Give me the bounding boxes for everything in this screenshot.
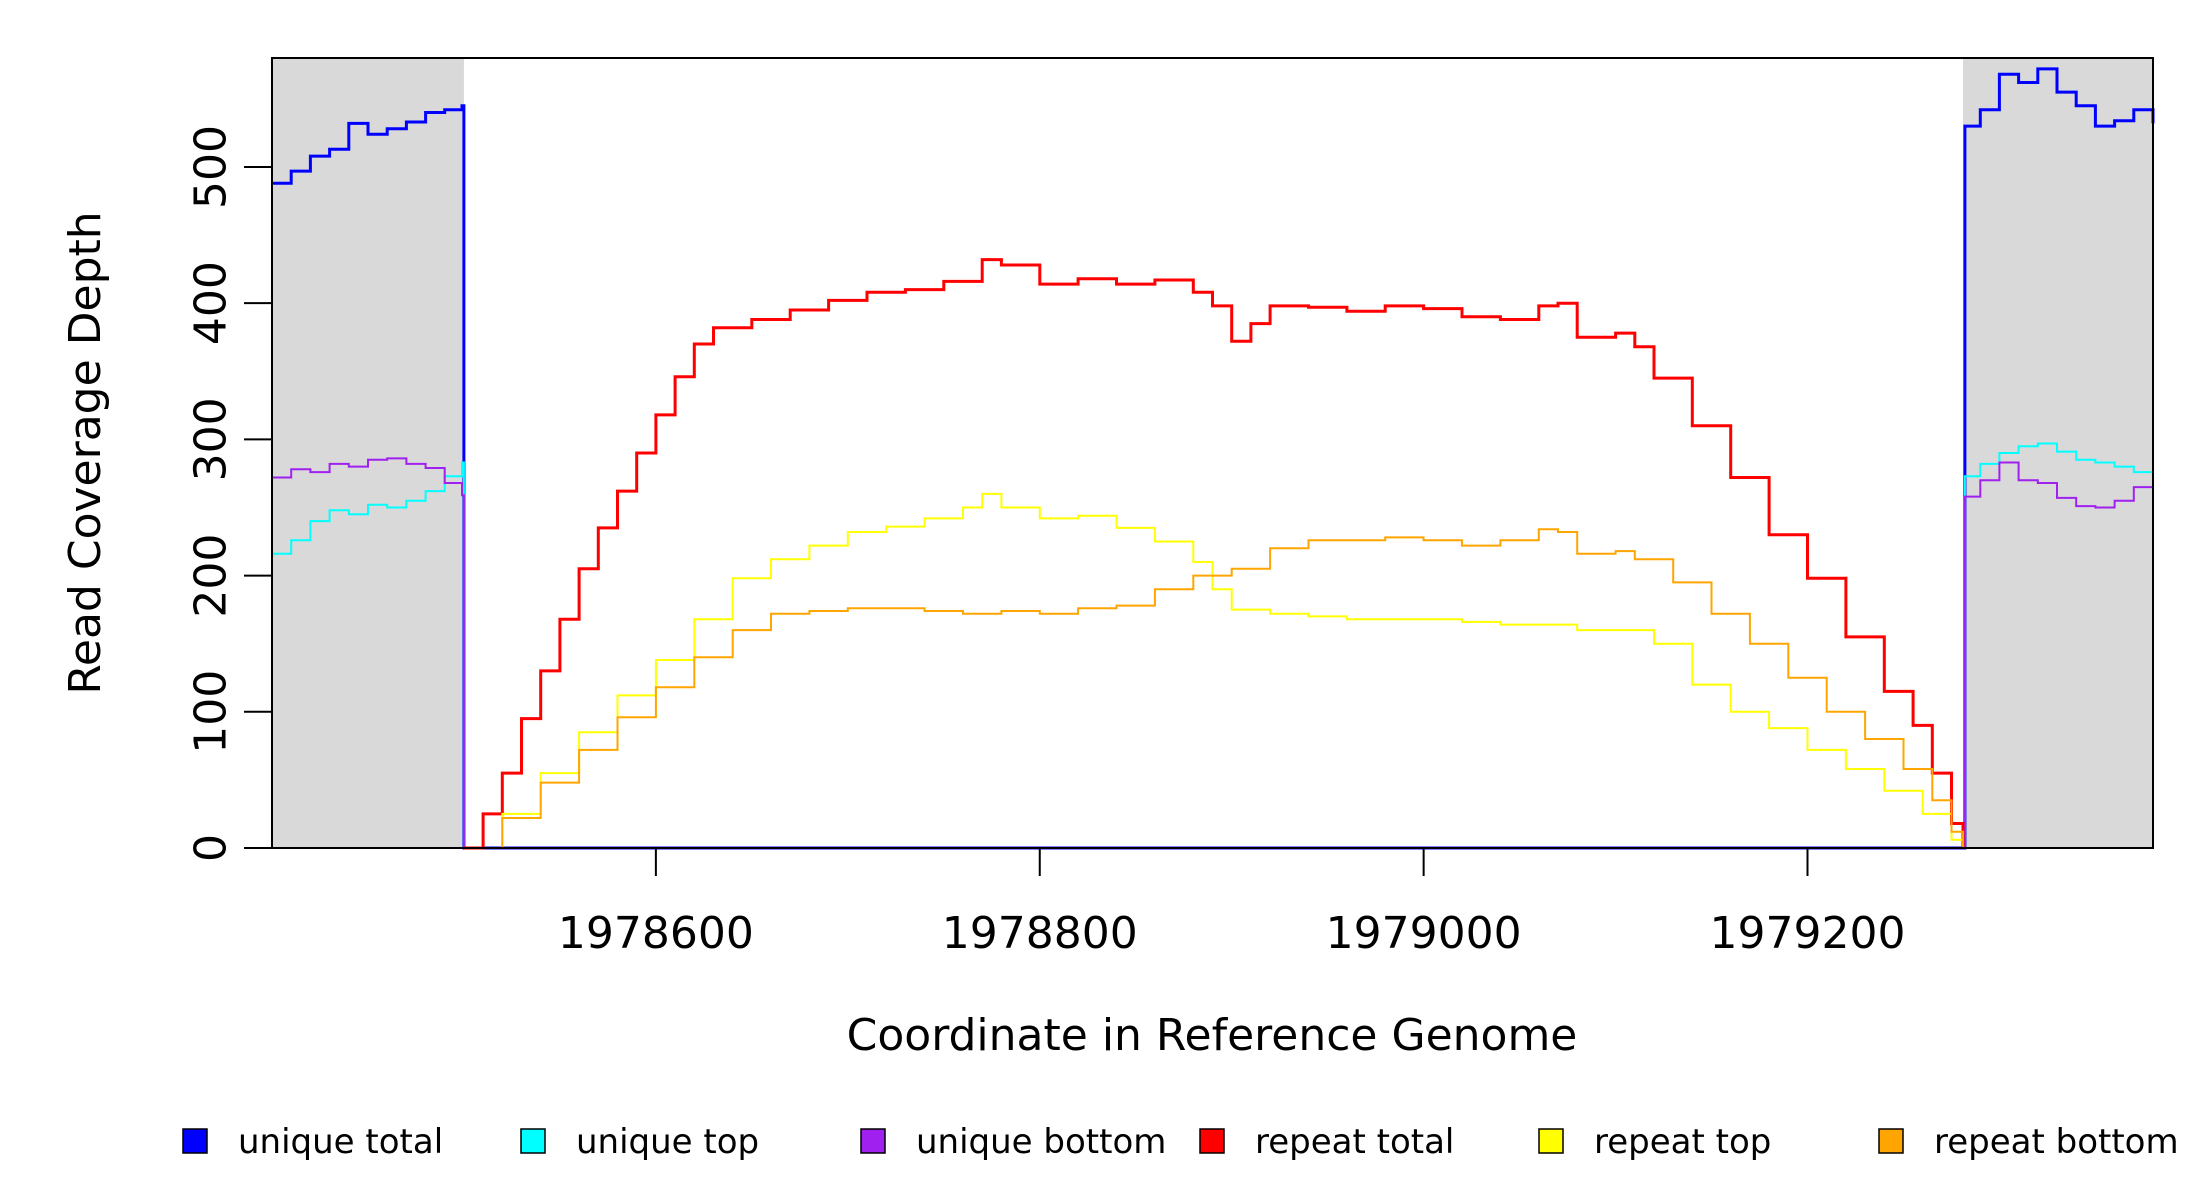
legend-label: repeat top xyxy=(1594,1122,1771,1162)
legend: unique total unique top unique bottom repea… xyxy=(182,1122,2179,1162)
legend-label: unique bottom xyxy=(916,1122,1166,1162)
legend-swatch-repeat-bottom xyxy=(1878,1128,1904,1154)
x-axis: 1978600 1978800 1979000 1979200 xyxy=(558,848,1906,959)
series-lines xyxy=(272,67,2155,850)
shaded-region-2 xyxy=(1962,58,2153,848)
series-line-unique-total xyxy=(272,67,2155,850)
plot-frame xyxy=(271,57,2154,849)
y-tick-label: 400 xyxy=(185,261,236,345)
legend-swatch-repeat-top xyxy=(1538,1128,1564,1154)
series-line-unique-top xyxy=(272,442,2154,849)
legend-swatch-unique-total xyxy=(182,1128,208,1154)
legend-label: unique total xyxy=(238,1122,443,1162)
y-tick-label: 200 xyxy=(185,534,236,618)
y-tick-label: 500 xyxy=(185,125,236,209)
legend-label: repeat total xyxy=(1255,1122,1454,1162)
x-tick-label: 1978600 xyxy=(558,908,754,959)
series-line-repeat-top xyxy=(463,492,1964,849)
series-line-unique-bottom xyxy=(272,457,2154,849)
legend-swatch-unique-top xyxy=(520,1128,546,1154)
series-line-repeat-bottom xyxy=(272,528,2153,849)
legend-label: repeat bottom xyxy=(1934,1122,2179,1162)
y-tick-label: 300 xyxy=(185,397,236,481)
legend-swatch-repeat-total xyxy=(1199,1128,1225,1154)
x-tick-label: 1978800 xyxy=(942,908,1138,959)
legend-swatch-unique-bottom xyxy=(860,1128,886,1154)
y-axis: 0 100 200 300 400 500 xyxy=(185,125,272,862)
x-axis-title: Coordinate in Reference Genome xyxy=(847,1010,1578,1061)
y-axis-title: Read Coverage Depth xyxy=(60,211,111,694)
shaded-region-1 xyxy=(272,58,464,848)
y-tick-label: 100 xyxy=(185,670,236,754)
y-tick-label: 0 xyxy=(185,834,236,862)
x-tick-label: 1979000 xyxy=(1326,908,1522,959)
legend-label: unique top xyxy=(576,1122,759,1162)
series-line-repeat-total xyxy=(463,258,1965,850)
x-tick-label: 1979200 xyxy=(1710,908,1906,959)
shaded-regions xyxy=(272,58,2153,848)
